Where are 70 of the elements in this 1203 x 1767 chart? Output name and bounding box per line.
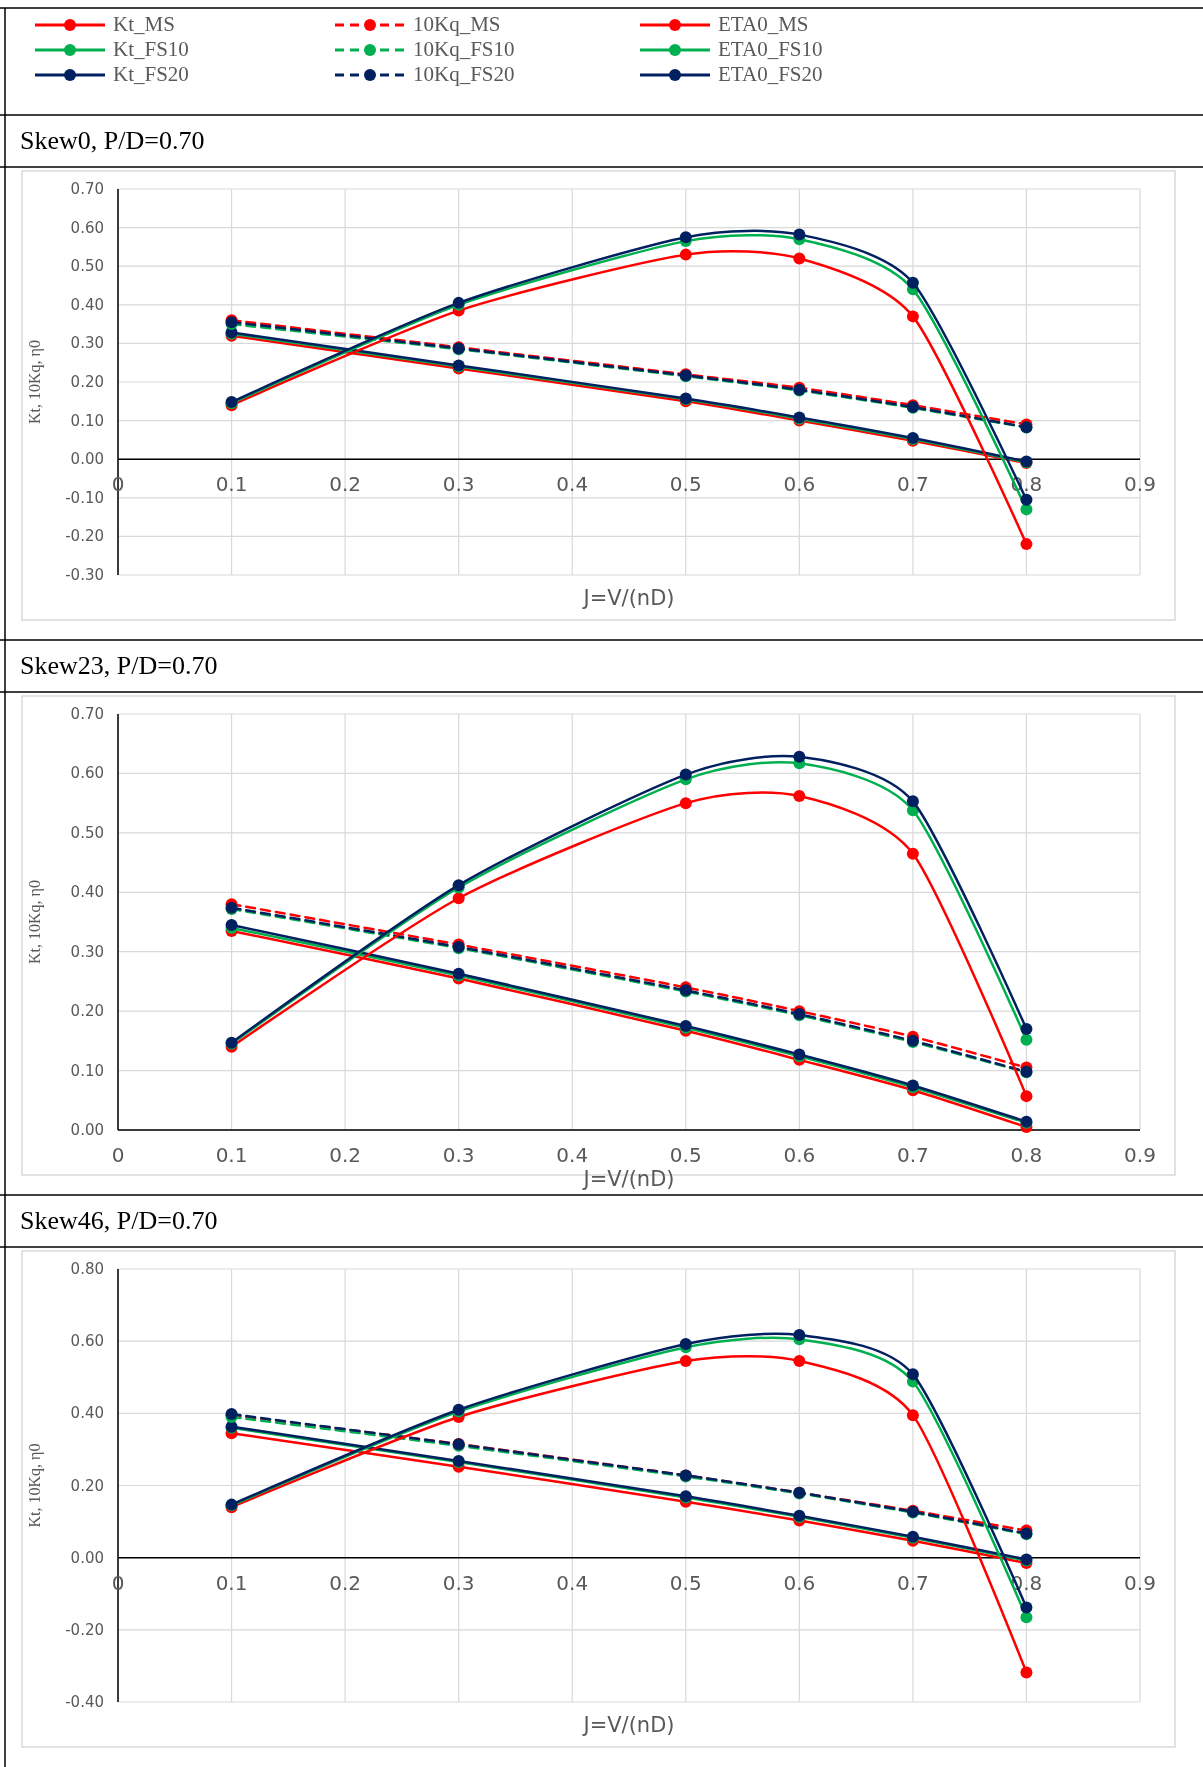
x-tick-label: 0.4 bbox=[556, 472, 589, 497]
y-tick-label: 0.40 bbox=[70, 883, 104, 902]
legend-label: Kt_FS20 bbox=[113, 62, 189, 86]
x-tick-label: 0.6 bbox=[783, 1143, 816, 1167]
y-tick-label: 0.00 bbox=[70, 1548, 104, 1567]
y-tick-label: 0.50 bbox=[70, 257, 104, 276]
x-tick-label: 0.4 bbox=[556, 1143, 589, 1167]
y-tick-label: 0.00 bbox=[70, 1121, 104, 1139]
y-tick-label: -0.30 bbox=[65, 566, 104, 584]
y-tick-label: 0.10 bbox=[70, 1061, 104, 1080]
x-axis-title: J=V/(nD) bbox=[581, 586, 675, 610]
x-tick-label: 0.2 bbox=[329, 472, 362, 497]
x-tick-label: 0.1 bbox=[215, 1570, 248, 1595]
y-axis-title: Kt, 10Kq, η0 bbox=[26, 340, 44, 424]
y-tick-label: -0.10 bbox=[65, 488, 104, 507]
y-tick-label: 0.70 bbox=[70, 180, 104, 198]
x-tick-label: 0.3 bbox=[442, 1570, 475, 1595]
x-tick-label: 0.7 bbox=[896, 1570, 929, 1595]
chart-title: Skew0, P/D=0.70 bbox=[20, 126, 205, 155]
x-tick-label: 0.7 bbox=[896, 1143, 929, 1167]
x-axis-title: J=V/(nD) bbox=[581, 1167, 675, 1191]
x-tick-label: 0.6 bbox=[783, 472, 816, 497]
y-tick-label: -0.40 bbox=[65, 1693, 104, 1711]
y-tick-label: 0.20 bbox=[70, 1002, 104, 1021]
y-axis-title: Kt, 10Kq, η0 bbox=[26, 1443, 44, 1528]
y-tick-label: 0.60 bbox=[70, 764, 104, 783]
y-axis-title: Kt, 10Kq, η0 bbox=[26, 880, 44, 964]
y-tick-label: 0.30 bbox=[70, 334, 104, 353]
y-tick-label: 0.50 bbox=[70, 823, 104, 842]
x-tick-label: 0.7 bbox=[896, 472, 929, 497]
y-tick-label: 0.40 bbox=[70, 1404, 104, 1423]
legend-label: ETA0_MS bbox=[718, 12, 809, 36]
x-tick-label: 0.9 bbox=[1124, 472, 1156, 497]
legend-label: 10Kq_FS10 bbox=[413, 37, 515, 61]
y-tick-label: -0.20 bbox=[65, 1620, 104, 1639]
x-tick-label: 0.5 bbox=[669, 1143, 702, 1167]
chart-title: Skew23, P/D=0.70 bbox=[20, 651, 218, 680]
legend-label: Kt_MS bbox=[113, 12, 175, 36]
y-tick-label: 0.20 bbox=[70, 1476, 104, 1495]
x-tick-label: 0.3 bbox=[442, 1143, 475, 1167]
x-tick-label: 0.6 bbox=[783, 1570, 816, 1595]
x-tick-label: 0.1 bbox=[215, 472, 248, 497]
chart-title: Skew46, P/D=0.70 bbox=[20, 1206, 218, 1235]
x-tick-label: 0.1 bbox=[215, 1143, 248, 1167]
x-tick-label: 0.2 bbox=[329, 1143, 362, 1167]
x-tick-label: 0.5 bbox=[669, 1570, 702, 1595]
y-tick-label: 0.70 bbox=[70, 705, 104, 723]
x-tick-label: 0.2 bbox=[329, 1570, 362, 1595]
x-tick-label: 0.4 bbox=[556, 1570, 589, 1595]
y-tick-label: 0.10 bbox=[70, 411, 104, 430]
x-tick-label: 0.5 bbox=[669, 472, 702, 497]
legend-label: ETA0_FS10 bbox=[718, 37, 823, 61]
x-tick-label: 0.8 bbox=[1010, 1143, 1043, 1167]
y-tick-label: 0.00 bbox=[70, 450, 104, 469]
legend-label: ETA0_FS20 bbox=[718, 62, 823, 86]
y-tick-label: 0.40 bbox=[70, 295, 104, 314]
x-tick-label: 0 bbox=[111, 1143, 125, 1167]
legend-label: Kt_FS10 bbox=[113, 37, 189, 61]
y-tick-label: -0.20 bbox=[65, 527, 104, 546]
x-tick-label: 0.9 bbox=[1124, 1570, 1156, 1595]
y-tick-label: 0.60 bbox=[70, 218, 104, 237]
legend-label: 10Kq_FS20 bbox=[413, 62, 515, 86]
x-axis-title: J=V/(nD) bbox=[581, 1713, 675, 1737]
y-tick-label: 0.60 bbox=[70, 1332, 104, 1351]
y-tick-label: 0.80 bbox=[70, 1260, 104, 1278]
y-tick-label: 0.20 bbox=[70, 373, 104, 391]
y-tick-label: 0.30 bbox=[70, 942, 104, 961]
x-tick-label: 0.9 bbox=[1124, 1143, 1156, 1167]
legend-label: 10Kq_MS bbox=[413, 12, 501, 36]
x-tick-label: 0.3 bbox=[442, 472, 475, 497]
